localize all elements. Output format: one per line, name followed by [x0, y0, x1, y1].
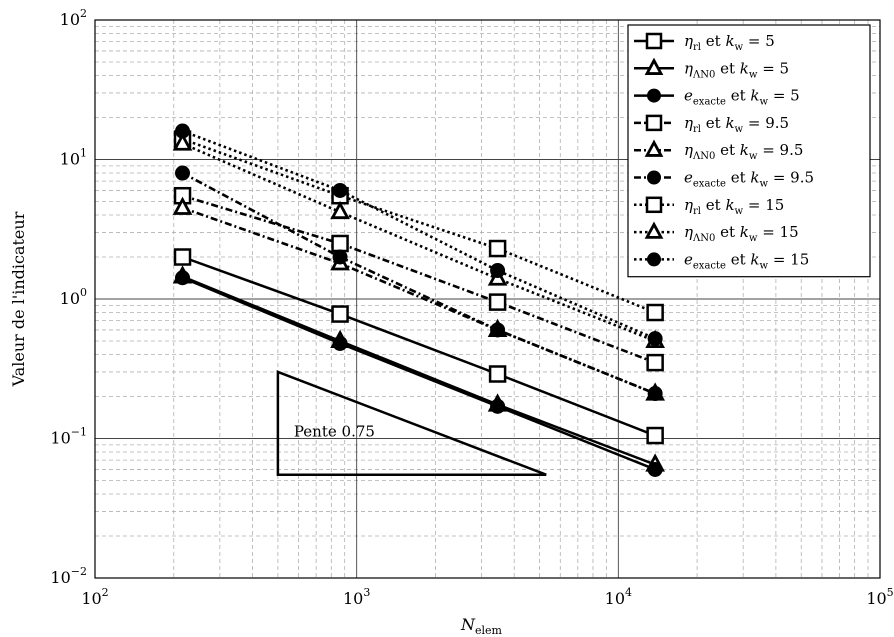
data-point: [646, 353, 664, 372]
legend-label: ηrl et kw = 9.5: [684, 114, 789, 135]
legend-label: ηrl et kw = 5: [684, 32, 775, 53]
data-point: [175, 123, 191, 139]
data-point: [330, 200, 350, 220]
legend-label: ηrl et kw = 15: [684, 196, 784, 217]
data-point: [172, 132, 193, 151]
data-point: [490, 322, 506, 338]
series-8: [172, 132, 665, 349]
y-tick-label: 101: [60, 147, 87, 169]
data-point: [175, 165, 191, 181]
legend: ηrl et kw = 5 ηΛN0 et kw = 5 eexacte et kw…: [627, 24, 871, 278]
series-line: [182, 255, 656, 437]
legend-swatch-marker: [647, 170, 661, 185]
series-6: [175, 165, 663, 402]
series-line: [182, 129, 656, 340]
legend-swatch-marker: [645, 32, 663, 50]
legend-entry: eexacte et kw = 9.5: [634, 169, 814, 190]
series-line: [181, 171, 656, 395]
slope-label: Pente 0.75: [294, 423, 375, 441]
y-axis-label: Valeur de l'indicateur: [9, 211, 28, 387]
series-9: [175, 123, 663, 347]
legend-entry: ηrl et kw = 5: [634, 32, 775, 53]
legend-label: eexacte et kw = 15: [684, 250, 809, 271]
y-tick-label: 10−2: [50, 565, 87, 587]
x-tick-label: 103: [343, 586, 370, 608]
x-tick-label: 105: [866, 586, 893, 608]
y-tick-label: 10−1: [50, 426, 87, 448]
legend-entry: ηrl et kw = 9.5: [634, 114, 789, 135]
legend-entry: ηΛN0 et kw = 9.5: [634, 139, 803, 162]
legend-swatch-marker: [647, 252, 661, 267]
data-point: [488, 239, 507, 258]
y-tick-label: 100: [60, 286, 87, 308]
data-point: [488, 365, 507, 383]
series-line: [182, 137, 656, 314]
plot-frame: [94, 19, 881, 579]
data-point: [331, 305, 349, 323]
legend-swatch-marker: [644, 139, 664, 157]
legend-entry: ηΛN0 et kw = 15: [634, 221, 799, 244]
x-axis-label: Nelem: [460, 615, 503, 637]
data-point: [490, 398, 506, 414]
legend-label: ηΛN0 et kw = 9.5: [684, 141, 803, 162]
data-point: [646, 426, 664, 445]
data-point: [172, 196, 193, 215]
series-2: [172, 265, 665, 472]
series-line: [182, 194, 656, 364]
legend-swatch-marker: [645, 196, 663, 214]
legend-entry: ηΛN0 et kw = 5: [634, 57, 789, 80]
series-1: [173, 248, 664, 445]
legend-swatch-marker: [644, 221, 664, 239]
legend-label: eexacte et kw = 9.5: [684, 169, 814, 190]
slope-annotation: Pente 0.75: [276, 370, 547, 476]
legend-swatch-marker: [647, 88, 661, 103]
data-point: [332, 182, 348, 198]
legend-entry: eexacte et kw = 15: [634, 250, 809, 271]
data-point: [331, 234, 349, 253]
data-point: [647, 331, 663, 347]
series-layer: [172, 123, 665, 477]
series-line: [182, 275, 656, 466]
data-point: [647, 386, 663, 402]
legend-swatch-marker: [645, 114, 663, 132]
legend-label: eexacte et kw = 5: [684, 87, 800, 108]
x-tick-label: 102: [81, 586, 108, 608]
x-tick-label: 104: [605, 586, 632, 608]
data-point: [332, 335, 348, 351]
legend-label: ηΛN0 et kw = 15: [684, 223, 799, 244]
data-point: [175, 270, 191, 286]
legend-entry: eexacte et kw = 5: [634, 87, 800, 108]
series-3: [175, 270, 663, 477]
legend-swatch-marker: [644, 57, 664, 75]
axis-ticks: 102 103 104 105 10−2 10−1 100 101 102: [50, 7, 893, 608]
slope-triangle: [276, 370, 547, 476]
legend-label: ηΛN0 et kw = 5: [684, 59, 789, 80]
data-point: [332, 249, 348, 265]
data-point: [490, 263, 506, 279]
series-line: [182, 276, 656, 471]
legend-entry: ηrl et kw = 15: [634, 196, 784, 217]
data-point: [173, 248, 192, 266]
data-point: [646, 303, 664, 322]
y-tick-label: 102: [60, 7, 87, 29]
data-point: [488, 293, 507, 311]
data-point: [647, 461, 663, 477]
